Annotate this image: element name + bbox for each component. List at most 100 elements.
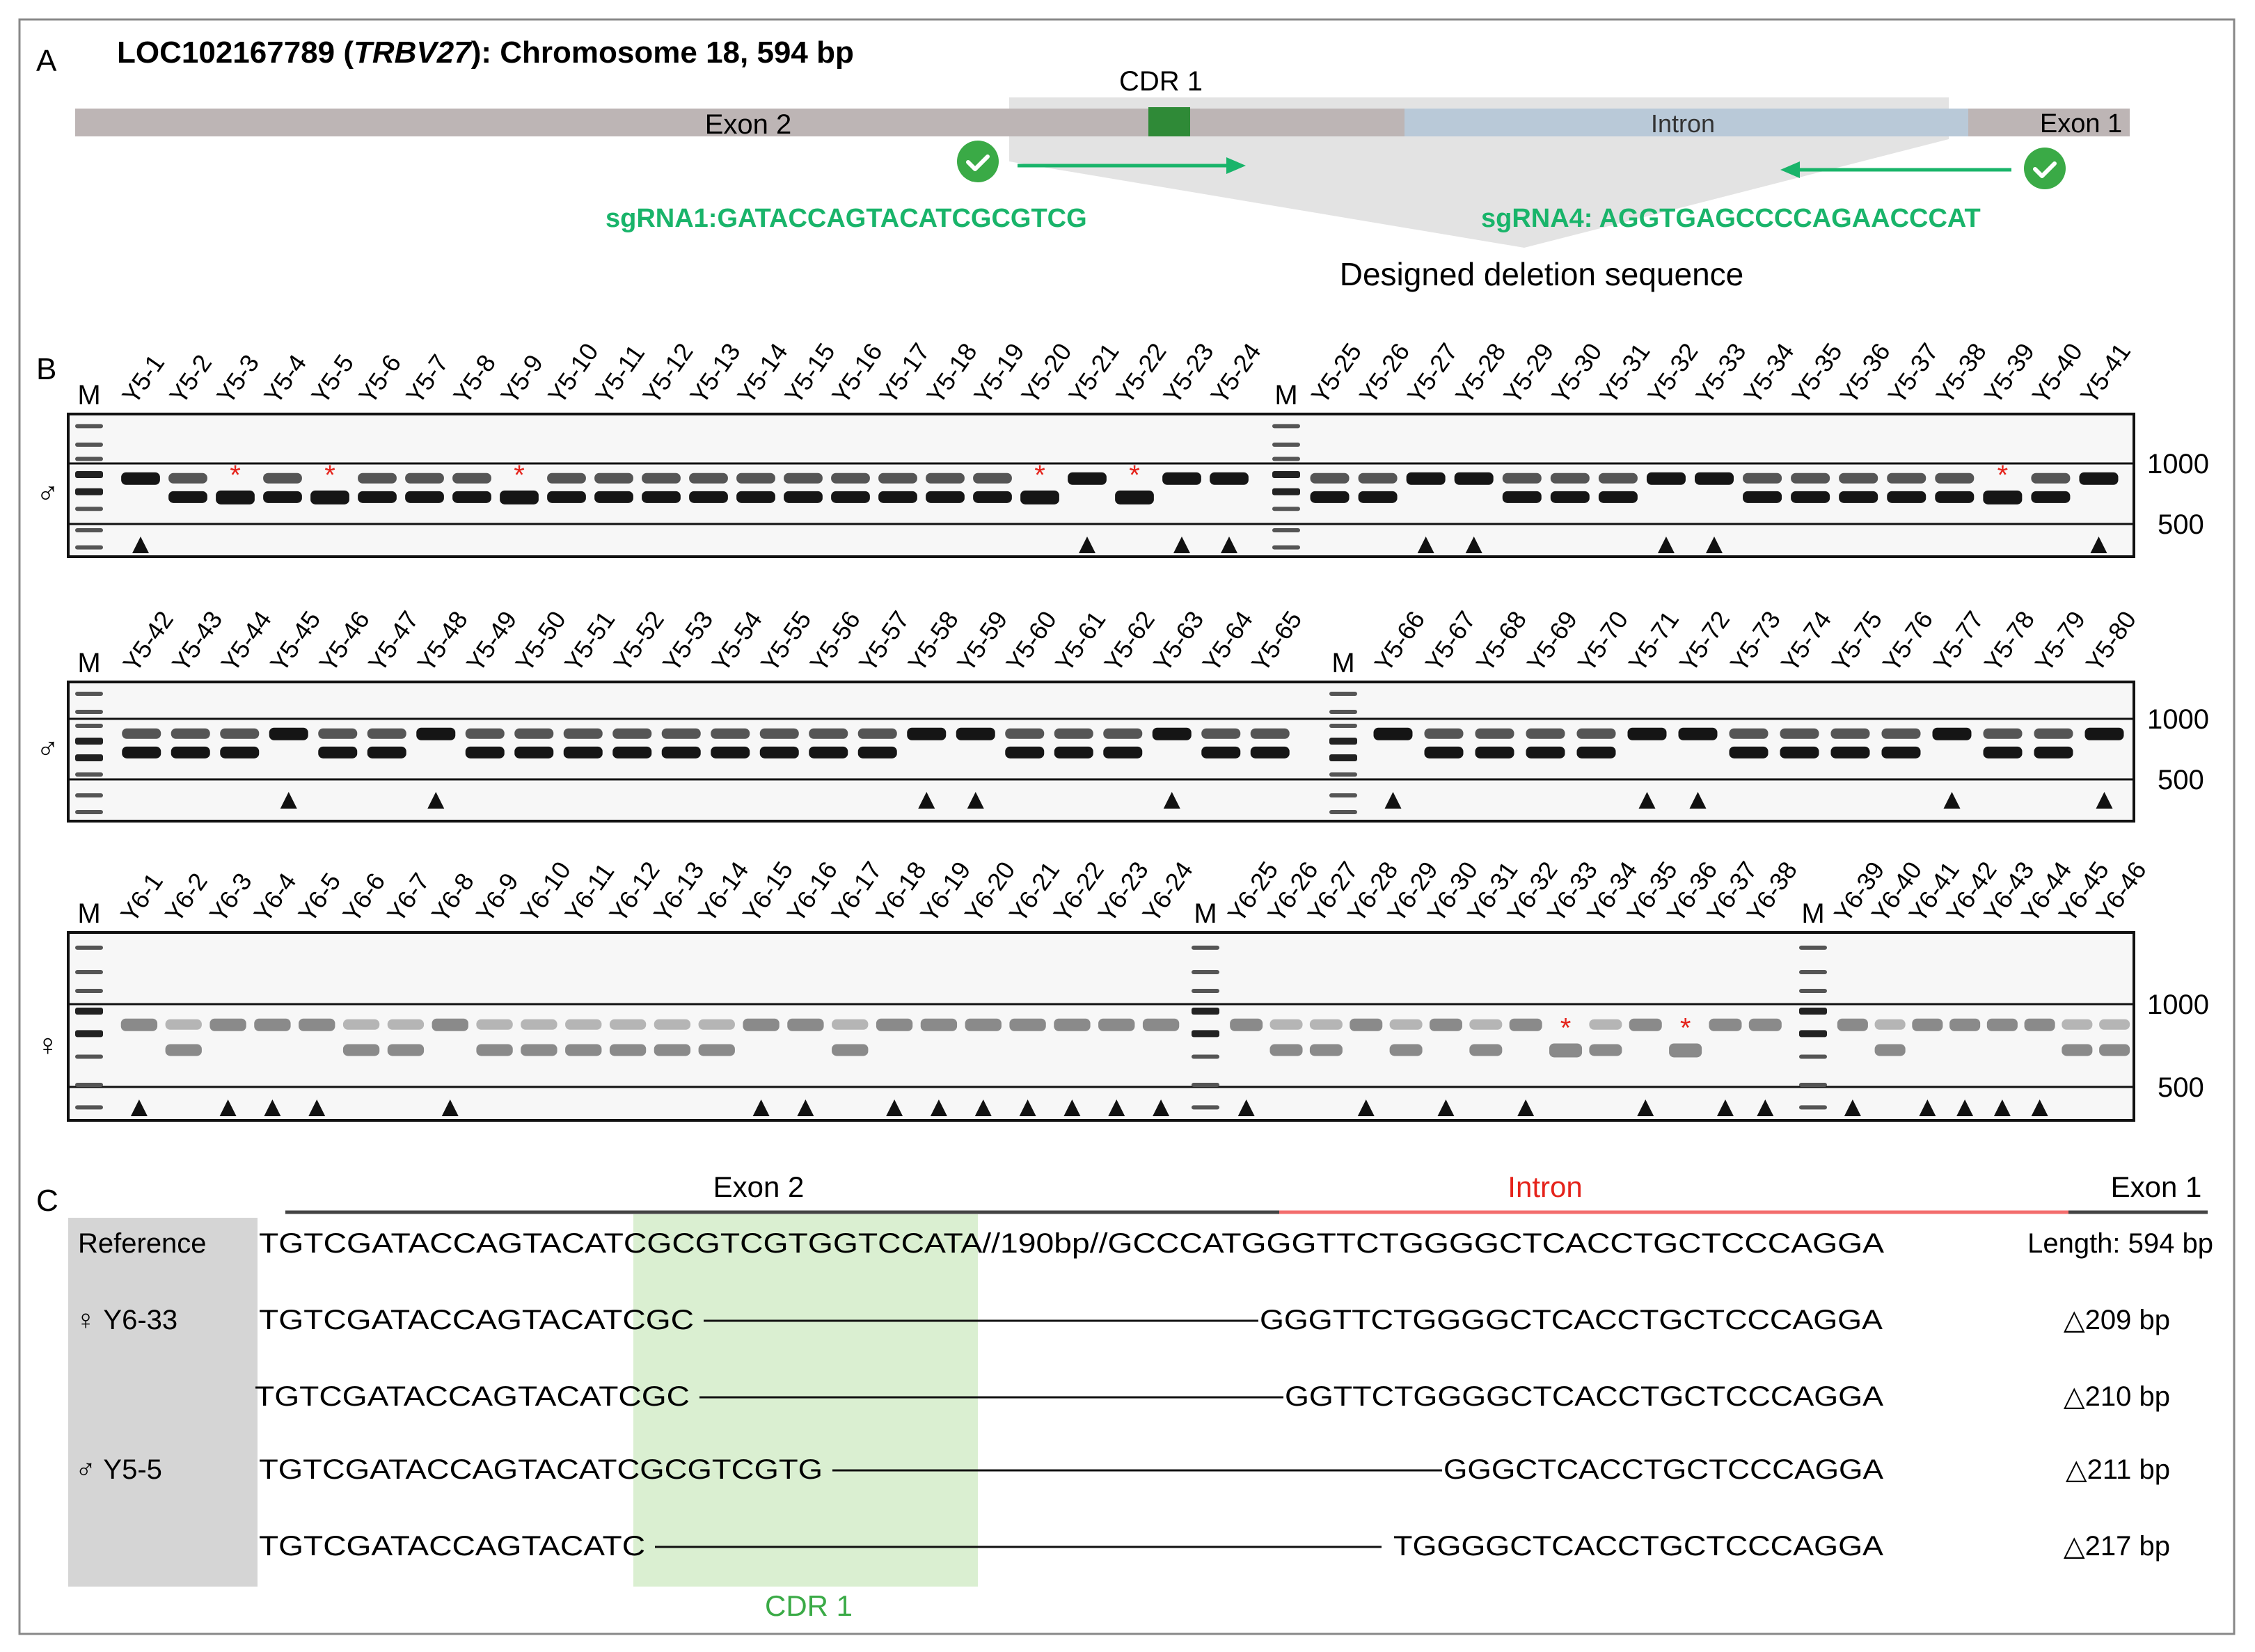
gel-lane	[1509, 1018, 1542, 1116]
lane-label: Y5-31	[1594, 337, 1656, 408]
deletion-star-icon: *	[514, 460, 525, 491]
gel-lane	[358, 472, 397, 503]
gel-lane: *	[1983, 460, 2023, 505]
band-wildtype	[165, 1019, 202, 1030]
gel-lane	[1005, 728, 1045, 759]
triangle-marker-icon	[1063, 1099, 1081, 1116]
gel-lane	[1598, 472, 1638, 503]
band-wildtype	[209, 1018, 246, 1031]
triangle-marker-icon	[1173, 537, 1190, 553]
lane-label: Y5-15	[779, 337, 841, 408]
band-deletion	[1358, 491, 1398, 503]
band-wildtype	[1695, 472, 1734, 485]
band-deletion	[878, 491, 917, 503]
gel-lane	[1830, 728, 1870, 759]
panel-c: C Exon 2 Intron Exon 1 Reference TGTCGAT…	[36, 1170, 2213, 1622]
band-deletion	[514, 746, 554, 759]
reference-sequence: TGTCGATACCAGTACATCGCGTCGTGGTCCATA//190bp…	[259, 1228, 1884, 1259]
intron-bar	[1405, 109, 1968, 136]
band-wildtype	[956, 727, 995, 740]
gel-lane	[2079, 472, 2119, 553]
lane-label: Y6-9	[470, 868, 524, 928]
band-wildtype	[1935, 472, 1975, 484]
lane-label: Y5-61	[1050, 605, 1111, 676]
band-wildtype	[1068, 472, 1107, 485]
gel-lane	[594, 472, 633, 503]
lane-label: Y5-21	[1063, 337, 1125, 408]
gel-lane	[465, 728, 505, 759]
triangle-marker-icon	[1108, 1099, 1125, 1116]
band-wildtype	[565, 1019, 602, 1030]
band-deletion	[1389, 1044, 1423, 1056]
sgrna1-arrow	[1018, 157, 1246, 174]
band-wildtype	[1201, 728, 1241, 739]
band-wildtype	[689, 472, 728, 484]
band-deletion	[1589, 1044, 1622, 1056]
lane-label: Y5-37	[1882, 337, 1944, 408]
lane-label: Y5-12	[637, 337, 699, 408]
band-deletion	[698, 1044, 735, 1056]
band-wildtype	[1986, 1018, 2018, 1031]
gel-lane	[1429, 1018, 1462, 1116]
sgrna1-sequence: sgRNA1:GATACCAGTACATCGCGTCG	[606, 204, 1087, 233]
gel-lane	[1389, 1019, 1423, 1056]
gel-lane	[1230, 1018, 1263, 1116]
band-wildtype	[1839, 472, 1878, 484]
band-wildtype	[831, 472, 870, 484]
band-wildtype	[784, 472, 823, 484]
allele-left-sequence: TGTCGATACCAGTACATCGCGTCGTG	[259, 1454, 823, 1485]
band-wildtype	[432, 1018, 468, 1031]
band-deletion	[2099, 1044, 2130, 1056]
lane-label: Y5-7	[400, 349, 454, 409]
triangle-marker-icon	[2031, 1099, 2048, 1116]
gel-lane	[220, 728, 260, 759]
gel-lane	[209, 1018, 246, 1116]
gel-lane	[1932, 727, 1972, 809]
exon1-label: Exon 1	[2111, 1170, 2202, 1203]
gel-lane: *	[216, 460, 255, 505]
gel-lane	[759, 728, 799, 759]
check-circle-icon	[2024, 148, 2066, 189]
sgrna4-arrow	[1780, 161, 2011, 178]
band-wildtype	[514, 728, 554, 739]
allele-right-sequence: GGGTTCTGGGGCTCACCTGCTCCCAGGA	[1260, 1305, 1883, 1335]
allele-right-sequence: TGGGGCTCACCTGCTCCCAGGA	[1393, 1531, 1883, 1562]
lane-label: Y5-35	[1786, 337, 1848, 408]
panel-a-label: A	[36, 44, 57, 78]
band-wildtype	[1269, 1019, 1303, 1030]
band-deletion	[2062, 1044, 2093, 1056]
triangle-marker-icon	[930, 1099, 947, 1116]
lane-label: Y5-39	[1978, 337, 2040, 408]
triangle-marker-icon	[886, 1099, 903, 1116]
lane-label: Y5-3	[211, 349, 264, 409]
band-deletion	[642, 491, 681, 503]
band-wildtype	[269, 727, 308, 740]
band-wildtype	[609, 1019, 647, 1030]
gel-lane	[1454, 472, 1494, 553]
triangle-marker-icon	[1689, 792, 1707, 809]
marker-lane-label: M	[77, 898, 100, 929]
allele-rows: TGTCGATACCAGTACATCGC GGGTTCTGGGGCTCACCTGC…	[255, 1305, 2170, 1562]
deletion-size: △217 bp	[2064, 1531, 2170, 1562]
triangle-marker-icon	[1638, 792, 1656, 809]
band-wildtype	[654, 1019, 691, 1030]
triangle-marker-icon	[1163, 792, 1180, 809]
panel-a: A LOC102167789 (TRBV27): Chromosome 18, …	[36, 35, 2130, 292]
band-deletion	[2034, 746, 2073, 759]
allele-right-sequence: GGTTCTGGGGCTCACCTGCTCCCAGGA	[1285, 1381, 1883, 1412]
lane-label: Y5-38	[1930, 337, 1992, 408]
gel-lane	[689, 472, 728, 503]
triangle-marker-icon	[1417, 537, 1434, 553]
lane-label: Y6-6	[337, 868, 390, 928]
lane-label: Y5-45	[264, 605, 326, 676]
gel-lane	[299, 1018, 335, 1116]
band-wildtype	[254, 1018, 291, 1031]
gel-lane	[1887, 472, 1926, 503]
lane-label: Y5-53	[657, 605, 719, 676]
band-wildtype	[168, 472, 207, 484]
band-wildtype	[698, 1019, 735, 1030]
lane-label: Y5-57	[853, 605, 915, 676]
band-wildtype	[342, 1019, 380, 1030]
gel-lane	[121, 472, 160, 553]
